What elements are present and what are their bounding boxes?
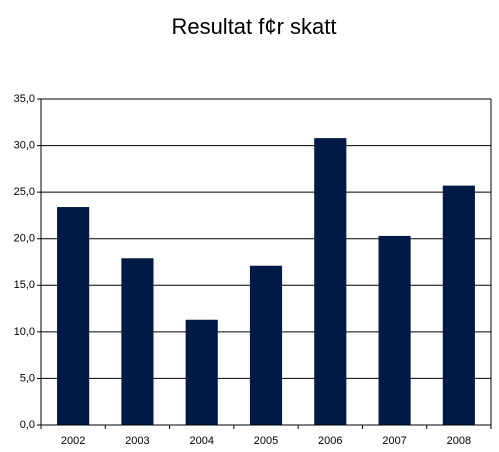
y-tick-label: 35,0 bbox=[14, 93, 35, 105]
bar bbox=[378, 235, 411, 425]
x-tick-label: 2006 bbox=[318, 435, 342, 447]
bar bbox=[185, 319, 218, 425]
bar bbox=[249, 265, 283, 425]
y-tick-label: 25,0 bbox=[14, 186, 35, 198]
bar bbox=[442, 185, 475, 425]
y-tick-label: 15,0 bbox=[14, 279, 35, 291]
chart-title: Resultat f¢r skatt bbox=[171, 14, 336, 39]
x-tick-label: 2008 bbox=[447, 435, 471, 447]
y-tick-label: 0,0 bbox=[20, 419, 35, 431]
x-tick-label: 2005 bbox=[254, 435, 278, 447]
bar bbox=[121, 258, 154, 425]
y-tick-label: 20,0 bbox=[14, 233, 35, 245]
y-tick-label: 30,0 bbox=[14, 139, 35, 151]
x-tick-label: 2002 bbox=[61, 435, 85, 447]
y-tick-label: 5,0 bbox=[20, 372, 35, 384]
x-tick-label: 2004 bbox=[189, 435, 213, 447]
x-tick-label: 2007 bbox=[382, 435, 406, 447]
bar bbox=[314, 138, 347, 425]
y-tick-label: 10,0 bbox=[14, 326, 35, 338]
bar bbox=[57, 207, 90, 425]
x-tick-label: 2003 bbox=[125, 435, 149, 447]
